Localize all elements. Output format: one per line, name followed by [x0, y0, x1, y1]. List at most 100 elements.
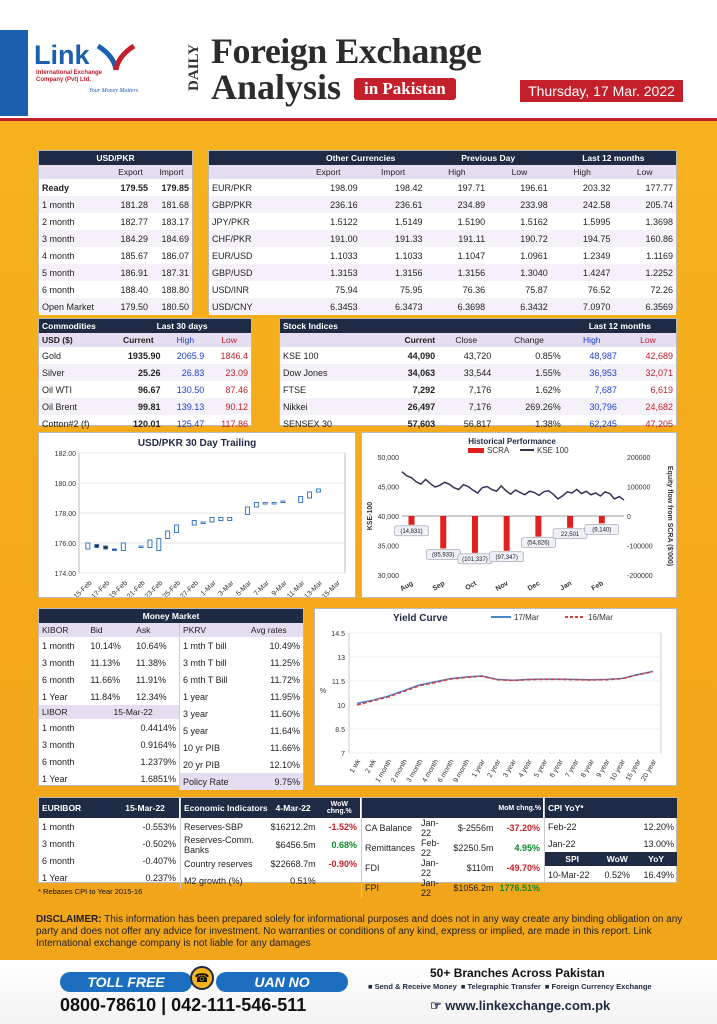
footer: [0, 960, 717, 1024]
table-cell: 185.67: [120, 250, 148, 261]
table-cell: $1056.2m: [453, 883, 494, 893]
table-cell: 1.1169: [646, 250, 673, 261]
table-cell: 33,544: [438, 364, 495, 381]
candle: [298, 496, 304, 503]
col-header: Close: [438, 333, 495, 347]
stocks-last-12-title: Last 12 months: [563, 319, 676, 333]
table-cell: 12.20%: [643, 821, 674, 832]
table-row: Policy Rate 9.75%: [180, 773, 303, 790]
x-tick-label: 7 year: [565, 758, 581, 779]
candle: [200, 521, 206, 524]
title-badge: in Pakistan: [354, 78, 456, 100]
row-label: KSE 100: [283, 350, 319, 361]
row-label: 3 month: [42, 838, 75, 849]
yield-series-line: [356, 670, 654, 705]
row-label: FDI: [365, 863, 380, 873]
table-cell: 76.52: [587, 284, 611, 295]
table-cell: [319, 872, 360, 889]
table-cell: 1.2349: [582, 250, 611, 261]
table-row: 1 month 0.4414%: [39, 719, 179, 736]
table-cell: 196.61: [520, 182, 548, 193]
table-cell: 11.38%: [136, 657, 167, 668]
mom-header: MoM chng.%: [496, 798, 543, 818]
table-cell: 10.64%: [136, 640, 167, 651]
website-link[interactable]: ☞ www.linkexchange.com.pk: [430, 998, 611, 1013]
table-cell: 6.3473: [360, 298, 426, 315]
y-tick-label: 14.5: [331, 631, 345, 638]
table-row: Oil Brent 99.81 139.13 90.12: [39, 398, 251, 415]
table-cell: 197.71: [457, 182, 486, 193]
table-cell: 1776.51%: [499, 883, 540, 893]
y-tick-label: 176.00: [55, 541, 77, 548]
table-cell: 0.51%: [290, 875, 316, 886]
kibor-col: KIBOR: [39, 623, 88, 637]
row-label: USD/CNY: [209, 298, 296, 315]
pkrv-col: PKRV: [180, 623, 248, 637]
table-cell: 191.11: [425, 230, 489, 247]
branches-text: 50+ Branches Across Pakistan: [430, 966, 605, 980]
candle: [191, 520, 197, 526]
table-cell: 48,987: [589, 350, 617, 361]
row-label: 6 month: [42, 756, 75, 767]
scra-bar: [440, 516, 447, 549]
table-row: 3 month -0.502%: [39, 835, 179, 852]
table-cell: 6.3432: [488, 298, 551, 315]
row-label: 3 month: [39, 230, 110, 247]
row-label: 1 month: [39, 196, 110, 213]
econ-date: 4-Mar-22: [267, 798, 319, 818]
usdpkr-trailing-chart: USD/PKR 30 Day Trailing 174.00 176.00 178.0…: [38, 432, 356, 600]
y-left-tick: 50,000: [378, 455, 400, 462]
header-accent-bar: [0, 30, 28, 116]
table-cell: 10.49%: [269, 640, 300, 651]
row-label: Reserves-SBP: [184, 821, 244, 832]
usdpkr-title: USD/PKR: [39, 151, 192, 165]
bar-label: (85,933): [432, 552, 454, 558]
table-cell: 99.81: [113, 398, 164, 415]
x-tick-label: 15-Mar: [321, 579, 342, 597]
table-row: 6 mth T Bill 11.72%: [180, 671, 303, 688]
col-header: Low: [207, 333, 251, 347]
yield-curve-svg: Yield Curve 17/Mar 16/Mar 7 8.5 10 11.5 13 14.5%…: [320, 613, 662, 784]
x-tick-label: 27-Feb: [179, 580, 200, 597]
row-label: EUR/USD: [212, 250, 253, 261]
table-cell: -0.407%: [142, 855, 176, 866]
table-cell: 181.68: [150, 196, 192, 213]
table-cell: 7.0970: [550, 298, 614, 315]
table-cell: -1.52%: [328, 821, 357, 832]
col-header: Current: [376, 333, 439, 347]
table-cell: 87.46: [225, 384, 248, 395]
table-row: 2 month 182.77 183.17: [39, 213, 192, 230]
table-cell: 117.86: [221, 418, 248, 429]
table-row: Ready 179.55 179.85: [39, 179, 192, 196]
table-cell: 4.95%: [514, 843, 540, 853]
candle: [120, 542, 126, 551]
table-row: 1 month 181.28 181.68: [39, 196, 192, 213]
yield-series-line: [356, 670, 654, 706]
table-row: 3 month 11.13% 11.38%: [39, 654, 179, 671]
scra-bar: [535, 516, 542, 537]
candle: [315, 488, 321, 493]
table-cell: 1.55%: [494, 364, 564, 381]
uan-pill: UAN NO: [216, 972, 348, 992]
y-right-tick: 0: [627, 514, 631, 521]
table-row: Country reserves $22668.7m -0.90%: [181, 855, 360, 872]
table-cell: 198.42: [395, 182, 423, 193]
table-cell: 0.237%: [145, 872, 176, 883]
row-label: GBP/PKR: [209, 196, 296, 213]
table-row: Gold 1935.90 2065.9 1846.4: [39, 347, 251, 364]
table-cell: 11.13%: [90, 657, 121, 668]
service-item: Send & Receive Money: [374, 982, 457, 991]
table-cell: 11.91%: [136, 674, 167, 685]
website-text[interactable]: www.linkexchange.com.pk: [445, 998, 611, 1013]
legend-17mar: 17/Mar: [514, 613, 539, 622]
usdpkr-panel: USD/PKR Export Import Ready 179.55 179.85 1 …: [38, 150, 193, 315]
table-cell: 234.89: [425, 196, 489, 213]
candle: [174, 524, 180, 533]
candle: [244, 506, 250, 515]
table-cell: -0.90%: [328, 858, 357, 869]
y-left-tick: 35,000: [378, 544, 400, 551]
table-row: 1 month -0.553%: [39, 818, 179, 835]
candle: [111, 548, 117, 551]
table-row: 10 yr PIB 11.66%: [180, 739, 303, 756]
chart-title: Historical Performance: [468, 437, 556, 446]
